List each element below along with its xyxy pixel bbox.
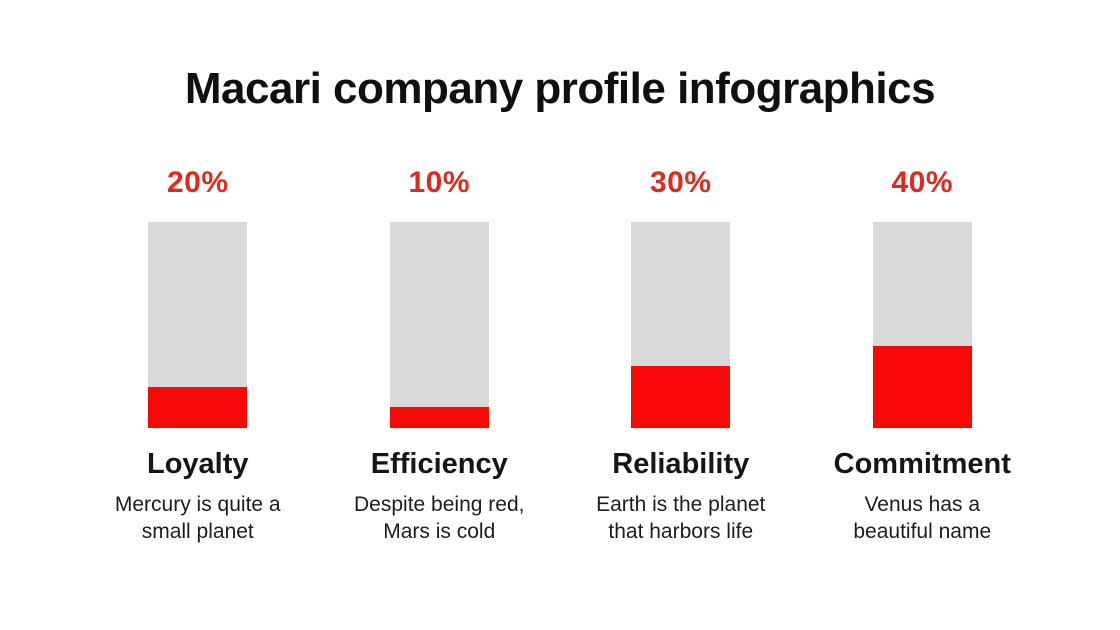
- bar-fill: [631, 366, 731, 428]
- percent-label: 10%: [408, 166, 471, 199]
- metric-column-efficiency: 10% Efficiency Despite being red, Mars i…: [319, 166, 561, 545]
- metric-label: Loyalty: [146, 448, 249, 480]
- bar-fill: [872, 345, 972, 428]
- metric-description: Venus has a beautiful name: [853, 493, 992, 543]
- metric-label: Reliability: [612, 448, 750, 480]
- metric-description: Mercury is quite a small planet: [114, 493, 281, 543]
- percent-label: 20%: [166, 166, 229, 199]
- metric-column-reliability: 30% Reliability Earth is the planet that…: [560, 166, 802, 545]
- bar-track: [148, 222, 248, 428]
- metric-description: Despite being red, Mars is cold: [354, 493, 525, 543]
- metric-description: Earth is the planet that harbors life: [596, 493, 766, 543]
- percent-label: 40%: [891, 166, 954, 199]
- bar-track: [872, 222, 972, 428]
- bar-fill: [389, 407, 489, 428]
- metric-label: Commitment: [833, 448, 1011, 480]
- bar-track: [631, 222, 731, 428]
- bar-columns: 20% Loyalty Mercury is quite a small pla…: [77, 166, 1043, 545]
- bar-fill: [148, 386, 248, 428]
- page-title: Macari company profile infographics: [184, 64, 936, 113]
- percent-label: 30%: [649, 166, 712, 199]
- metric-column-commitment: 40% Commitment Venus has a beautiful nam…: [802, 166, 1044, 545]
- metric-label: Efficiency: [370, 448, 508, 480]
- metric-column-loyalty: 20% Loyalty Mercury is quite a small pla…: [77, 166, 319, 545]
- bar-track: [389, 222, 489, 428]
